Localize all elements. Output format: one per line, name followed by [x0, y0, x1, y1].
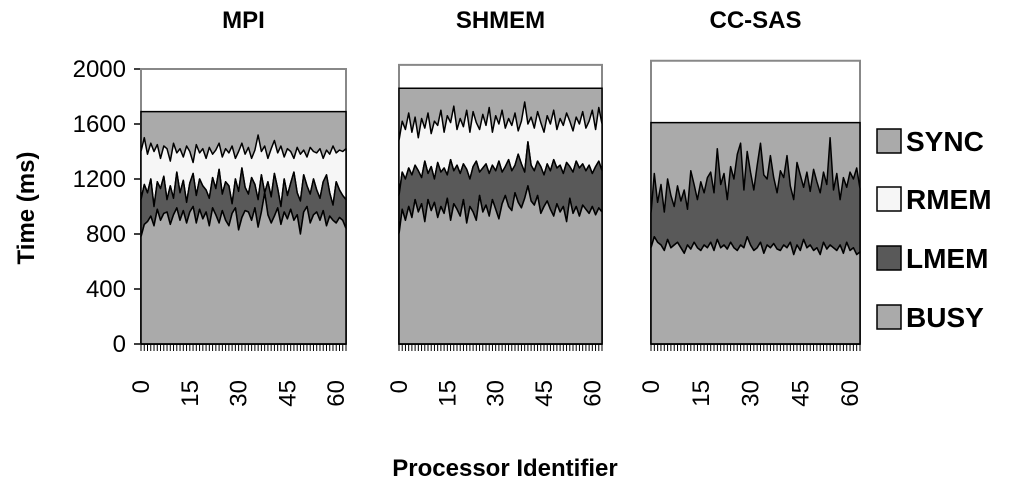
x-tick-label: 30 [738, 380, 765, 407]
x-tick-label: 60 [579, 380, 606, 407]
legend-swatch-sync [876, 128, 902, 154]
legend-label-rmem: RMEM [906, 184, 992, 215]
legend-label-busy: BUSY [906, 302, 984, 333]
x-tick-label: 0 [386, 380, 413, 393]
y-tick-label: 400 [86, 276, 126, 303]
y-tick-label: 800 [86, 221, 126, 248]
legend-label-lmem: LMEM [906, 243, 988, 274]
x-tick-label: 45 [531, 380, 558, 407]
x-tick-label: 60 [323, 380, 350, 407]
busy-area-shmem [398, 185, 603, 345]
x-tick-label: 15 [177, 380, 204, 407]
y-tick-label: 0 [113, 331, 126, 358]
legend-swatch-rmem [876, 186, 902, 212]
x-tick-label: 30 [483, 380, 510, 407]
x-tick-label: 30 [226, 380, 253, 407]
panel-title-shmem: SHMEM [456, 7, 545, 34]
busy-area-cc-sas [650, 236, 861, 345]
y-tick-label: 1200 [73, 166, 126, 193]
x-tick-label: 60 [837, 380, 864, 407]
panel-title-mpi: MPI [222, 7, 265, 34]
x-tick-label: 0 [128, 380, 155, 393]
panel-title-cc-sas: CC-SAS [709, 7, 801, 34]
x-tick-label: 45 [274, 380, 301, 407]
legend-swatch-busy [876, 304, 902, 330]
legend-label-sync: SYNC [906, 126, 984, 157]
x-tick-label: 15 [434, 380, 461, 407]
y-axis-label: Time (ms) [13, 152, 40, 265]
legend-swatch-lmem [876, 245, 902, 271]
y-tick-label: 1600 [73, 111, 126, 138]
y-tick-label: 2000 [73, 56, 126, 83]
x-tick-label: 0 [638, 380, 665, 393]
x-tick-label: 45 [787, 380, 814, 407]
x-axis-label: Processor Identifier [392, 455, 617, 482]
x-tick-label: 15 [688, 380, 715, 407]
